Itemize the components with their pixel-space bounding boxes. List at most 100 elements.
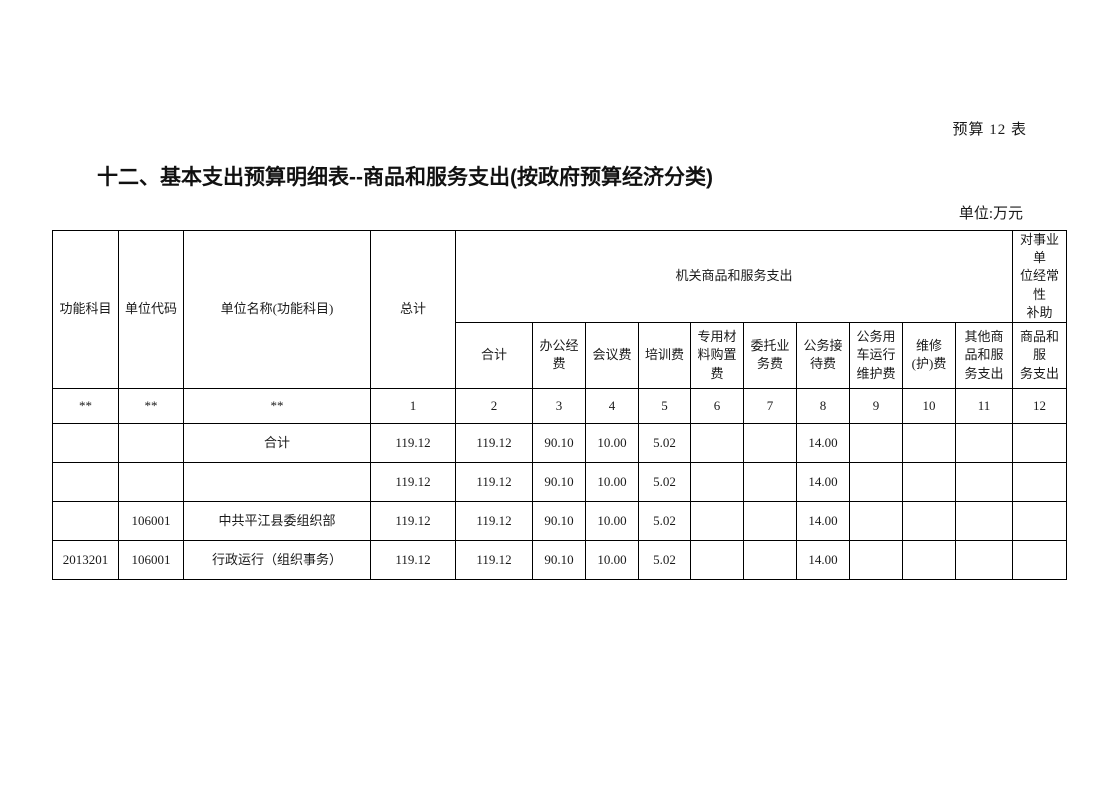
unit-label: 单位:万元 xyxy=(958,206,1023,222)
column-number-row-cell: 1 xyxy=(370,387,456,424)
table-row-0-cell: 14.00 xyxy=(796,422,850,463)
table-row-1-cell xyxy=(52,461,119,502)
table-row-1-cell: 119.12 xyxy=(370,461,456,502)
table-row-3-cell: 14.00 xyxy=(796,539,850,580)
table-row-2-cell: 中共平江县委组织部 xyxy=(183,500,371,541)
table-row-1-cell: 10.00 xyxy=(585,461,639,502)
table-row-3-cell: 90.10 xyxy=(532,539,586,580)
header-entrusted-business: 委托业 务费 xyxy=(743,321,797,389)
table-row-3-cell: 106001 xyxy=(118,539,184,580)
column-number-row-cell: ** xyxy=(118,387,184,424)
table-row-0-cell: 5.02 xyxy=(638,422,691,463)
table-row-0-cell xyxy=(849,422,903,463)
table-row-0-cell: 119.12 xyxy=(455,422,533,463)
table-row-1-cell: 14.00 xyxy=(796,461,850,502)
column-number-row-cell: 10 xyxy=(902,387,956,424)
header-group-subsidy: 对事业单 位经常性 补助 xyxy=(1012,230,1067,323)
table-row-2-cell xyxy=(1012,500,1067,541)
header-other-goods-services: 其他商 品和服 务支出 xyxy=(955,321,1013,389)
page-title: 十二、基本支出预算明细表--商品和服务支出(按政府预算经济分类) xyxy=(97,166,713,189)
table-row-1-cell xyxy=(690,461,744,502)
table-row-2-cell: 106001 xyxy=(118,500,184,541)
table-row-2-cell: 10.00 xyxy=(585,500,639,541)
table-row-2-cell xyxy=(849,500,903,541)
table-row-2-cell: 14.00 xyxy=(796,500,850,541)
header-meeting-fee: 会议费 xyxy=(585,321,639,389)
column-number-row-cell: 8 xyxy=(796,387,850,424)
table-row-0-cell: 90.10 xyxy=(532,422,586,463)
column-number-row-cell: 2 xyxy=(455,387,533,424)
table-row-3-cell: 119.12 xyxy=(455,539,533,580)
table-number-label: 预算 12 表 xyxy=(952,122,1027,138)
header-vehicle-operation-maintenance: 公务用 车运行 维护费 xyxy=(849,321,903,389)
table-row-0-cell xyxy=(118,422,184,463)
table-row-1-cell: 5.02 xyxy=(638,461,691,502)
header-sub-total: 合计 xyxy=(455,321,533,389)
table-row-3-cell xyxy=(690,539,744,580)
table-row-0-cell: 119.12 xyxy=(370,422,456,463)
table-row-2-cell xyxy=(52,500,119,541)
table-row-2-cell xyxy=(743,500,797,541)
budget-detail-table: 功能科目 单位代码 单位名称(功能科目) 总计 机关商品和服务支出 对事业单 位… xyxy=(52,230,1067,580)
table-row-3-cell xyxy=(902,539,956,580)
header-repair-maintenance: 维修 (护)费 xyxy=(902,321,956,389)
table-row-2-cell xyxy=(902,500,956,541)
table-row-2: 106001 中共平江县委组织部 119.12 119.12 90.10 10.00 5.0… xyxy=(52,500,1067,541)
table-row-2-cell: 5.02 xyxy=(638,500,691,541)
table-row-3-cell xyxy=(743,539,797,580)
column-number-row-cell: 9 xyxy=(849,387,903,424)
table-row-1-cell xyxy=(955,461,1013,502)
header-grand-total: 总计 xyxy=(370,230,456,389)
table-row-3-cell xyxy=(955,539,1013,580)
table-row-1-cell xyxy=(743,461,797,502)
header-row-group: 功能科目 单位代码 单位名称(功能科目) 总计 机关商品和服务支出 对事业单 位… xyxy=(52,230,1067,389)
table-row-3: 2013201 106001 行政运行（组织事务） 119.12 119.12 90.10… xyxy=(52,539,1067,580)
header-function-subject: 功能科目 xyxy=(52,230,119,389)
table-row-1-cell xyxy=(118,461,184,502)
table-row-3-cell: 5.02 xyxy=(638,539,691,580)
header-unit-code: 单位代码 xyxy=(118,230,184,389)
column-number-row-cell: 12 xyxy=(1012,387,1067,424)
header-unit-name: 单位名称(功能科目) xyxy=(183,230,371,389)
table-row-2-cell xyxy=(955,500,1013,541)
column-number-row-cell: 6 xyxy=(690,387,744,424)
table-row-0-cell: 10.00 xyxy=(585,422,639,463)
column-number-row-cell: 5 xyxy=(638,387,691,424)
table-row-0-cell xyxy=(955,422,1013,463)
table-row-0-cell: 合计 xyxy=(183,422,371,463)
table-row-0-cell xyxy=(902,422,956,463)
header-special-materials-purchase: 专用材 料购置 费 xyxy=(690,321,744,389)
header-group-agency-goods-services: 机关商品和服务支出 xyxy=(455,230,1013,323)
header-official-reception: 公务接 待费 xyxy=(796,321,850,389)
table-row-1-cell xyxy=(902,461,956,502)
table-row-1-cell xyxy=(183,461,371,502)
header-subsidy-goods-services: 商品和服 务支出 xyxy=(1012,321,1067,389)
table-row-2-cell: 119.12 xyxy=(370,500,456,541)
table-row-1-cell xyxy=(849,461,903,502)
table-row-3-cell: 10.00 xyxy=(585,539,639,580)
column-number-row-cell: 3 xyxy=(532,387,586,424)
table-row-0-cell xyxy=(690,422,744,463)
column-number-row-cell: 4 xyxy=(585,387,639,424)
table-row-2-cell xyxy=(690,500,744,541)
table-row-0: 合计 119.12 119.12 90.10 10.00 5.02 14.00 xyxy=(52,422,1067,463)
table-row-3-cell xyxy=(849,539,903,580)
header-office-expense: 办公经 费 xyxy=(532,321,586,389)
table-row-1-cell: 90.10 xyxy=(532,461,586,502)
column-number-row-cell: ** xyxy=(183,387,371,424)
column-number-row-cell: 11 xyxy=(955,387,1013,424)
table-row-0-cell xyxy=(743,422,797,463)
table-row-1-cell xyxy=(1012,461,1067,502)
table-row-3-cell xyxy=(1012,539,1067,580)
column-number-row: ** ** ** 1 2 3 4 5 6 7 8 9 10 11 12 xyxy=(52,387,1067,424)
table-row-3-cell: 行政运行（组织事务） xyxy=(183,539,371,580)
column-number-row-cell: 7 xyxy=(743,387,797,424)
table-row-3-cell: 2013201 xyxy=(52,539,119,580)
table-row-2-cell: 90.10 xyxy=(532,500,586,541)
column-number-row-cell: ** xyxy=(52,387,119,424)
table-row-2-cell: 119.12 xyxy=(455,500,533,541)
table-row-1: 119.12 119.12 90.10 10.00 5.02 14.00 xyxy=(52,461,1067,502)
table-row-0-cell xyxy=(1012,422,1067,463)
table-row-3-cell: 119.12 xyxy=(370,539,456,580)
